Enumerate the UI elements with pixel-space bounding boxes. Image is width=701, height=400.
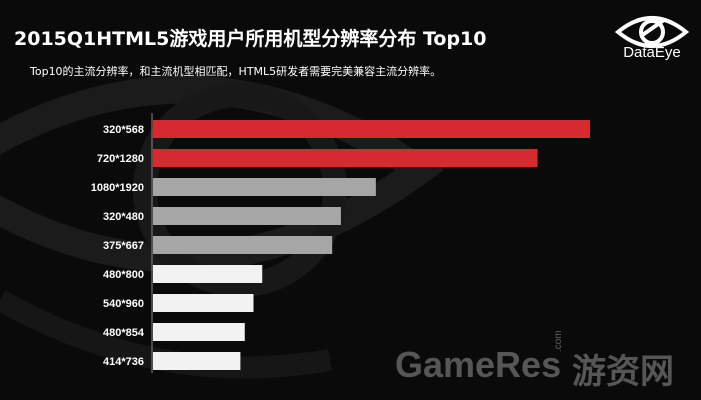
watermark-brand: GameRes — [395, 344, 562, 385]
category-label: 320*568 — [103, 124, 144, 136]
category-label: 414*736 — [103, 356, 144, 368]
page-title: 2015Q1HTML5游戏用户所用机型分辨率分布 Top10 — [14, 28, 487, 50]
page-subtitle: Top10的主流分辨率，和主流机型相匹配，HTML5研发者需要完美兼容主流分辨率… — [30, 65, 442, 78]
watermark-tld: .com — [553, 330, 564, 352]
category-label: 540*960 — [103, 298, 144, 310]
bar-1080*1920 — [153, 178, 376, 196]
bar-375*667 — [153, 236, 333, 254]
watermark-cn: 游资网 — [572, 352, 674, 392]
category-label: 375*667 — [103, 240, 144, 252]
category-label: 480*854 — [103, 327, 145, 339]
category-label: 720*1280 — [97, 153, 144, 165]
bar-720*1280 — [153, 149, 538, 167]
bar-414*736 — [153, 352, 241, 370]
category-label: 1080*1920 — [91, 182, 144, 194]
dataeye-eye-icon — [614, 16, 690, 48]
bar-320*480 — [153, 207, 341, 225]
bar-480*800 — [153, 265, 263, 283]
bar-480*854 — [153, 323, 245, 341]
category-label: 320*480 — [103, 211, 144, 223]
bar-320*568 — [153, 120, 590, 138]
dataeye-logo-text: DataEye — [623, 44, 681, 61]
bar-540*960 — [153, 294, 254, 312]
category-label: 480*800 — [103, 269, 144, 281]
